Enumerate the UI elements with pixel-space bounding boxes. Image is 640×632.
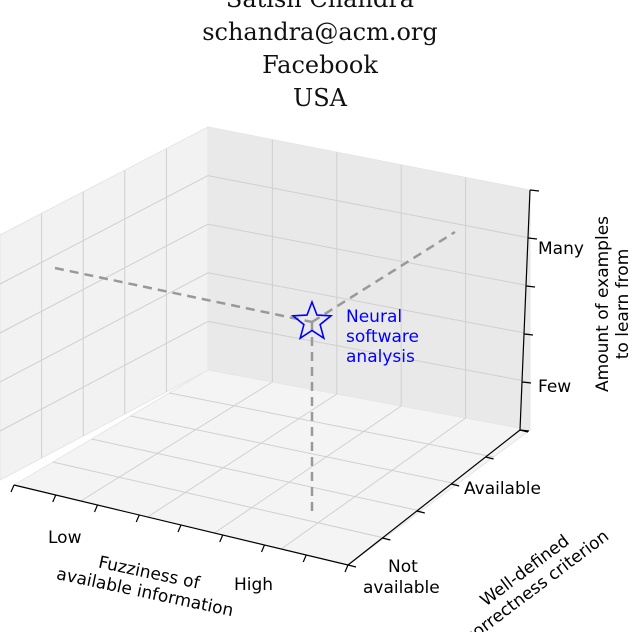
- z-tick-few: Few: [538, 377, 571, 397]
- grid-line: [214, 405, 402, 534]
- y-axis-label: Well-defined correctness criterion: [461, 526, 613, 632]
- guide-line-y: [311, 230, 456, 324]
- x-axis-tick: [177, 524, 182, 533]
- z-axis-label-line2: to learn from: [613, 249, 633, 360]
- y-tick-available: Available: [464, 479, 541, 499]
- axis-ticks: [10, 189, 540, 573]
- y-axis-label-line2: correctness criterion: [461, 526, 613, 632]
- x-axis-label: Fuzziness of available information: [55, 553, 235, 622]
- z-axis-tick: [521, 381, 532, 384]
- x-axis-tick: [302, 554, 307, 563]
- z-axis-tick: [527, 237, 538, 240]
- grid-line: [91, 438, 421, 512]
- grid-line: [280, 417, 466, 550]
- grid-lines: [0, 139, 531, 550]
- z-axis-tick: [529, 189, 540, 192]
- y-axis-tick: [382, 537, 391, 541]
- point-label-line3: analysis: [346, 347, 415, 367]
- z-axis-line: [519, 189, 531, 431]
- z-axis-tick: [523, 333, 534, 336]
- x-axis-tick: [344, 564, 349, 573]
- point-label-line1: Neural: [346, 307, 402, 327]
- x-axis-tick: [93, 504, 99, 513]
- grid-line: [207, 175, 531, 239]
- x-axis-tick: [135, 514, 140, 523]
- grid-line: [207, 223, 531, 287]
- grid-line: [207, 320, 531, 383]
- grid-line: [52, 461, 385, 539]
- z-tick-many: Many: [538, 239, 584, 259]
- grid-line: [130, 415, 458, 485]
- z-axis-label-line1: Amount of examples: [593, 216, 613, 392]
- author-email: schandra@acm.org: [202, 18, 438, 46]
- y-tick-not-line2: available: [363, 578, 440, 598]
- grid-line: [169, 392, 494, 458]
- y-axis-tick: [347, 564, 357, 568]
- point-star-marker: [290, 299, 334, 341]
- author-country: USA: [293, 84, 347, 112]
- grid-line: [0, 175, 209, 285]
- x-axis-tick: [260, 544, 266, 553]
- x-tick-high: High: [234, 575, 273, 595]
- y-axis-tick: [485, 456, 494, 460]
- x-tick-low: Low: [48, 528, 82, 548]
- z-axis-label: Amount of examples to learn from: [593, 216, 633, 392]
- author-affiliation: Facebook: [262, 51, 378, 79]
- x-axis-tick: [219, 534, 224, 543]
- x-axis-tick: [52, 494, 57, 503]
- y-axis-line: [347, 429, 521, 566]
- grid-line: [207, 272, 531, 335]
- z-axis-tick: [525, 285, 536, 288]
- point-label-line2: software: [346, 327, 419, 347]
- z-axis-tick: [519, 429, 530, 432]
- grid-line: [0, 272, 209, 383]
- y-tick-not: Not: [388, 557, 418, 577]
- author-block: Satish Chandra schandra@acm.org Facebook…: [0, 0, 640, 115]
- author-name: Satish Chandra: [0, 0, 640, 16]
- y-axis-tick: [451, 483, 460, 487]
- grid-line: [80, 381, 273, 502]
- grid-line: [147, 393, 338, 518]
- x-axis-tick: [10, 484, 15, 493]
- y-axis-tick: [416, 510, 425, 514]
- guide-line-x: [54, 266, 313, 324]
- guide-lines: [54, 230, 456, 515]
- grid-line: [0, 320, 209, 432]
